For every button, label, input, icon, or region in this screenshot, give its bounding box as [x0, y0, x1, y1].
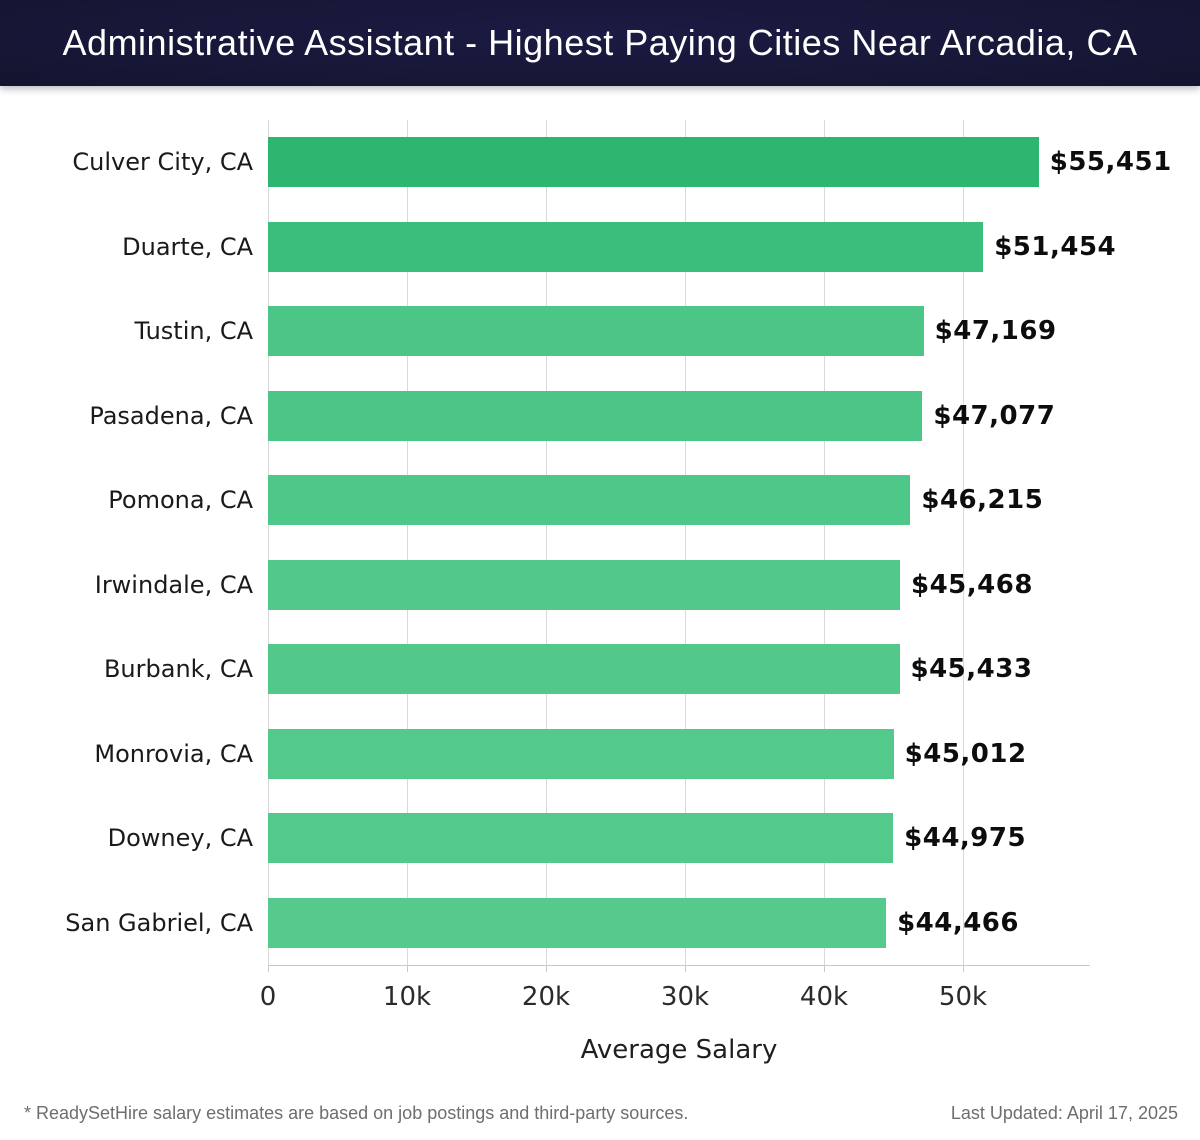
value-label-pasadena-ca: $47,077: [933, 400, 1056, 431]
x-tick-label-50k: 50k: [938, 982, 988, 1012]
category-label-burbank-ca: Burbank, CA: [103, 655, 253, 684]
category-label-pomona-ca: Pomona, CA: [108, 486, 253, 515]
bar-pasadena-ca: [268, 390, 923, 441]
bar-irwindale-ca: [268, 559, 900, 610]
x-axis-title: Average Salary: [580, 1035, 778, 1065]
value-label-pomona-ca: $46,215: [921, 485, 1044, 516]
x-axis-line: [268, 965, 1090, 966]
value-label-irwindale-ca: $45,468: [911, 569, 1033, 600]
x-tick-50k: [962, 965, 964, 972]
bar-culver-city-ca: [268, 137, 1039, 188]
value-label-tustin-ca: $47,169: [934, 316, 1057, 347]
category-label-tustin-ca: Tustin, CA: [134, 317, 253, 346]
value-label-culver-city-ca: $55,451: [1049, 147, 1172, 178]
value-label-downey-ca: $44,975: [904, 823, 1027, 854]
category-label-culver-city-ca: Culver City, CA: [72, 148, 253, 177]
gridline-20k: [545, 120, 547, 965]
gridline-40k: [823, 120, 825, 965]
x-tick-label-10k: 10k: [382, 982, 432, 1012]
category-label-pasadena-ca: Pasadena, CA: [89, 401, 253, 430]
title-bar: Administrative Assistant - Highest Payin…: [0, 0, 1200, 86]
x-tick-20k: [545, 965, 547, 972]
x-tick-0: [268, 965, 269, 972]
value-label-duarte-ca: $51,454: [994, 231, 1117, 262]
footer: * ReadySetHire salary estimates are base…: [0, 1098, 1200, 1128]
x-tick-label-20k: 20k: [521, 982, 571, 1012]
category-label-san-gabriel-ca: San Gabriel, CA: [65, 908, 253, 937]
bar-burbank-ca: [268, 644, 900, 695]
x-tick-label-30k: 30k: [660, 982, 710, 1012]
gridline-10k: [406, 120, 408, 965]
category-label-monrovia-ca: Monrovia, CA: [94, 739, 253, 768]
gridline-30k: [684, 120, 686, 965]
category-label-downey-ca: Downey, CA: [107, 824, 253, 853]
value-label-san-gabriel-ca: $44,466: [897, 907, 1019, 938]
disclaimer-text: * ReadySetHire salary estimates are base…: [24, 1102, 689, 1123]
category-label-duarte-ca: Duarte, CA: [122, 232, 253, 261]
chart-title: Administrative Assistant - Highest Payin…: [62, 22, 1138, 63]
category-label-irwindale-ca: Irwindale, CA: [94, 570, 253, 599]
value-label-monrovia-ca: $45,012: [904, 738, 1027, 769]
gridline-50k: [962, 120, 964, 965]
x-tick-10k: [406, 965, 408, 972]
value-label-burbank-ca: $45,433: [910, 654, 1033, 685]
bar-duarte-ca: [268, 221, 984, 272]
bar-chart: Culver City, CA $55,451 Duarte, CA $51,454 T…: [0, 86, 1200, 1140]
bar-downey-ca: [268, 813, 894, 864]
x-tick-label-0: 0: [259, 982, 277, 1012]
x-tick-40k: [823, 965, 825, 972]
bar-tustin-ca: [268, 306, 924, 357]
x-tick-30k: [684, 965, 686, 972]
x-tick-label-40k: 40k: [799, 982, 849, 1012]
bar-san-gabriel-ca: [268, 897, 887, 948]
bar-pomona-ca: [268, 475, 911, 526]
gridline-0: [268, 120, 269, 965]
bar-monrovia-ca: [268, 728, 894, 779]
last-updated-text: Last Updated: April 17, 2025: [950, 1102, 1178, 1123]
